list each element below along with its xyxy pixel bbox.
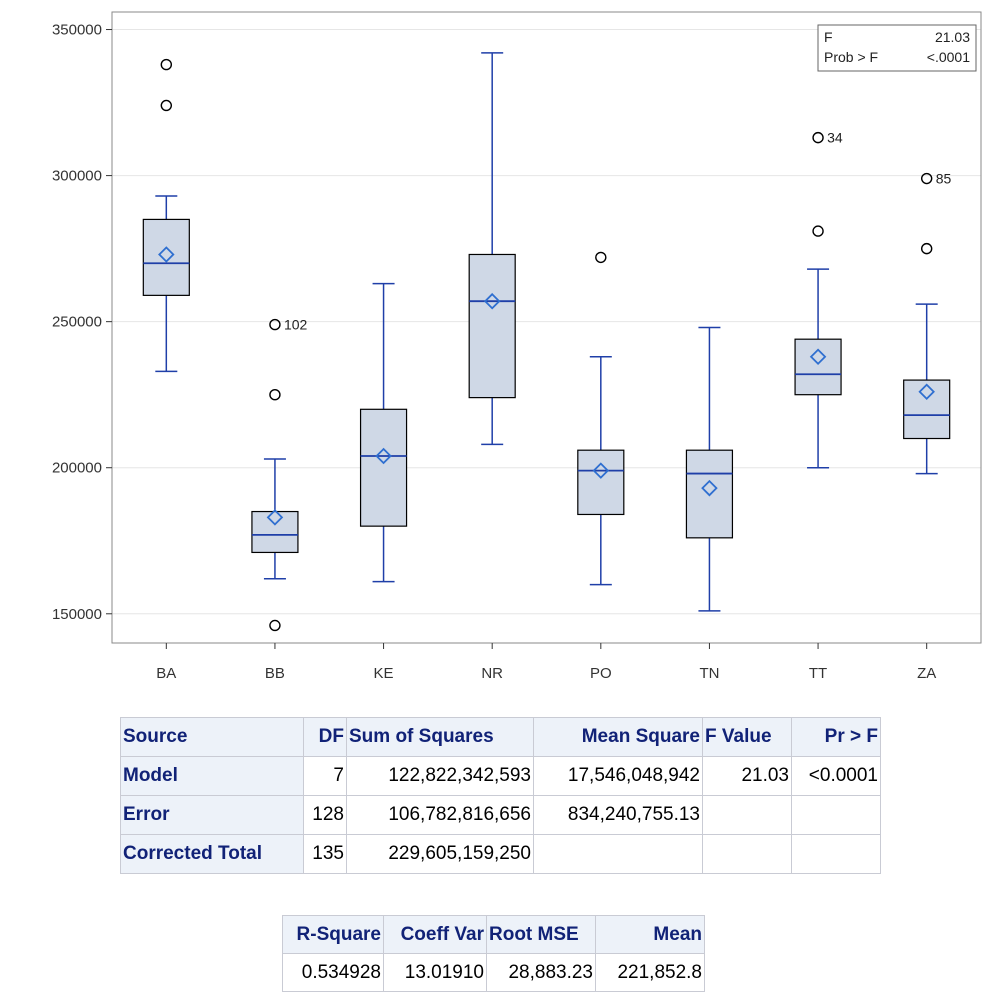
table-row: Corrected Total 135 229,605,159,250 — [120, 834, 881, 874]
x-tick-label: TN — [699, 665, 719, 682]
header-coeff-var: Coeff Var — [383, 915, 487, 954]
inset-box — [817, 24, 977, 72]
mean-marker — [375, 447, 392, 465]
outlier-label: 34 — [827, 130, 843, 146]
cell-f-value — [702, 834, 792, 874]
inset-value: <.0001 — [927, 49, 970, 65]
mean-marker — [483, 292, 501, 310]
cell-p-value: <0.0001 — [791, 756, 881, 796]
cell-r-square: 0.534928 — [282, 953, 384, 992]
x-tick-label: ZA — [917, 665, 936, 682]
cell-p-value — [791, 834, 881, 874]
mean-marker — [592, 462, 610, 479]
box-za — [903, 379, 951, 440]
outlier-point — [812, 131, 824, 144]
x-tick-label: PO — [590, 665, 612, 682]
box-bb — [251, 510, 299, 554]
anova-header-row: Source DF Sum of Squares Mean Square F V… — [120, 717, 881, 757]
y-tick-label: 250000 — [52, 314, 102, 331]
outlier-point — [920, 242, 933, 255]
row-label-error: Error — [120, 795, 304, 835]
mean-marker — [158, 246, 175, 263]
table-row: 0.534928 13.01910 28,883.23 221,852.8 — [282, 953, 705, 992]
header-root-mse: Root MSE — [486, 915, 596, 954]
outlier-label: 85 — [936, 171, 952, 187]
cell-p-value — [791, 795, 881, 835]
header-sum-of-squares: Sum of Squares — [346, 717, 534, 757]
mean-marker — [918, 383, 935, 401]
outlier-point — [160, 58, 173, 71]
x-tick-label: NR — [481, 665, 503, 682]
cell-mean-square — [533, 834, 703, 874]
row-label-corrected-total: Corrected Total — [120, 834, 304, 874]
inset-label: Prob > F — [824, 49, 878, 65]
box-ba — [142, 218, 190, 296]
cell-mean-square: 17,546,048,942 — [533, 756, 703, 796]
header-source: Source — [120, 717, 304, 757]
cell-sum-of-squares: 229,605,159,250 — [346, 834, 534, 874]
box-ke — [359, 408, 408, 527]
mean-marker — [266, 509, 284, 526]
outlier-point — [160, 99, 173, 112]
fit-header-row: R-Square Coeff Var Root MSE Mean — [282, 915, 705, 954]
box-nr — [468, 253, 516, 399]
header-mean-square: Mean Square — [533, 717, 703, 757]
cell-df: 135 — [303, 834, 347, 874]
mean-marker — [809, 348, 827, 365]
outlier-point — [269, 388, 281, 401]
cell-df: 128 — [303, 795, 347, 835]
header-r-square: R-Square — [282, 915, 384, 954]
y-tick-label: 200000 — [52, 460, 102, 477]
outlier-point — [920, 172, 933, 185]
x-tick-label: BA — [156, 665, 176, 682]
x-tick-label: TT — [809, 665, 827, 682]
plot-frame — [111, 11, 982, 644]
cell-mean-square: 834,240,755.13 — [533, 795, 703, 835]
y-tick-label: 350000 — [52, 22, 102, 39]
cell-root-mse: 28,883.23 — [486, 953, 596, 992]
outlier-point — [595, 251, 607, 264]
outlier-point — [269, 619, 281, 632]
outlier-point — [812, 225, 824, 237]
header-f-value: F Value — [702, 717, 792, 757]
cell-mean: 221,852.8 — [595, 953, 705, 992]
mean-marker — [701, 479, 718, 497]
cell-f-value — [702, 795, 792, 835]
outlier-point — [269, 318, 281, 331]
cell-sum-of-squares: 122,822,342,593 — [346, 756, 534, 796]
outlier-label: 102 — [284, 317, 308, 333]
cell-coeff-var: 13.01910 — [383, 953, 487, 992]
y-tick-label: 300000 — [52, 168, 102, 185]
row-label-model: Model — [120, 756, 304, 796]
cell-sum-of-squares: 106,782,816,656 — [346, 795, 534, 835]
header-mean: Mean — [595, 915, 705, 954]
x-tick-label: BB — [265, 665, 285, 682]
cell-df: 7 — [303, 756, 347, 796]
box-tt — [794, 338, 842, 396]
x-tick-label: KE — [374, 665, 394, 682]
header-p-value: Pr > F — [791, 717, 881, 757]
header-df: DF — [303, 717, 347, 757]
table-row: Model 7 122,822,342,593 17,546,048,942 2… — [120, 756, 881, 796]
box-po — [577, 449, 625, 516]
table-row: Error 128 106,782,816,656 834,240,755.13 — [120, 795, 881, 835]
anova-table: Source DF Sum of Squares Mean Square F V… — [120, 717, 881, 874]
y-tick-label: 150000 — [52, 606, 102, 623]
inset-label: F — [824, 29, 833, 45]
inset-value: 21.03 — [935, 29, 970, 45]
cell-f-value: 21.03 — [702, 756, 792, 796]
box-plot-svg: 150000 200000 250000 300000 350000 BA BB KE NR PO… — [52, 11, 982, 682]
fit-statistics-table: R-Square Coeff Var Root MSE Mean 0.53492… — [282, 915, 705, 992]
box-plot-chart: 150000 200000 250000 300000 350000 BA BB KE NR PO… — [52, 11, 982, 682]
